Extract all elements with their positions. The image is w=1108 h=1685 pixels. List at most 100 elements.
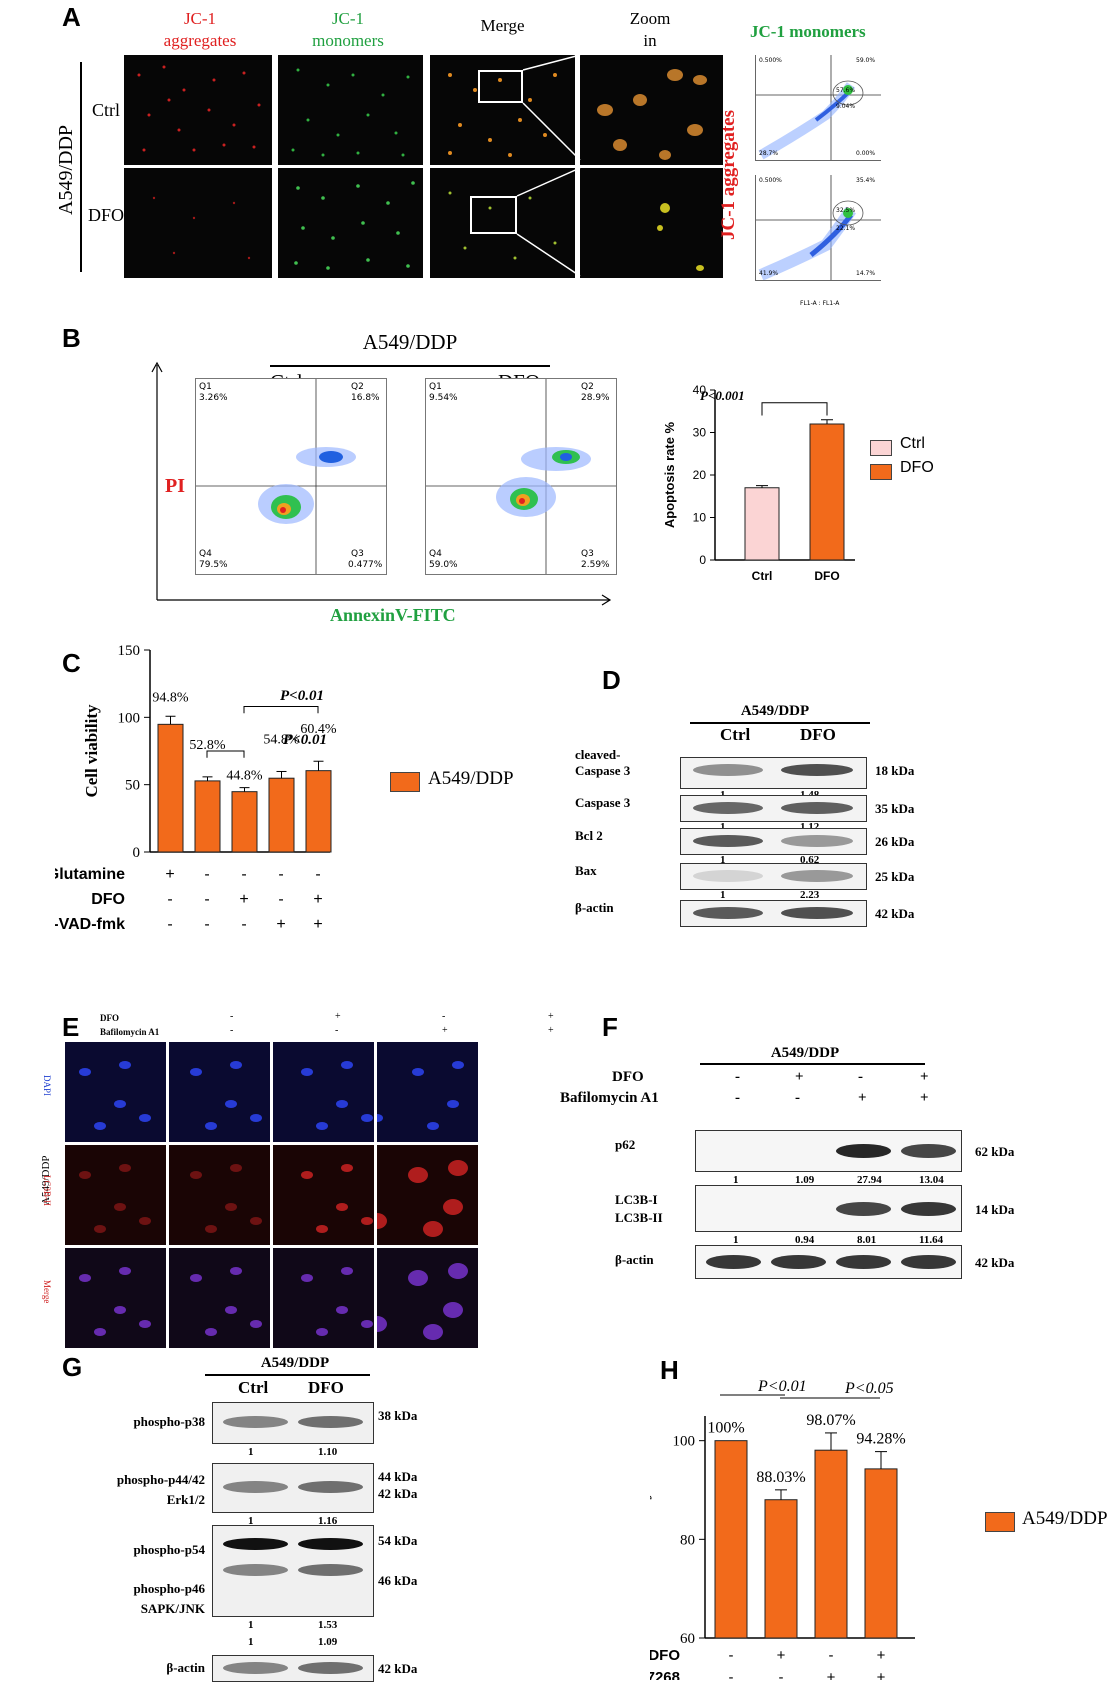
band — [693, 870, 763, 882]
row-group-label: A549/DDP — [55, 124, 77, 215]
f-blot-label: β-actin — [615, 1252, 654, 1267]
d-blot-label: β-actin — [575, 900, 614, 915]
micrograph-ctrl-aggregates — [124, 55, 272, 165]
micrograph-ctrl-merge — [430, 55, 575, 165]
b-dfo-q1-label: Q1 — [429, 382, 442, 392]
f-sign-baf: - — [795, 1090, 800, 1106]
c-sign: - — [241, 916, 246, 933]
e-cells — [301, 1164, 373, 1233]
b-ylabel: Apoptosis rate % — [662, 421, 677, 528]
chart-apoptosis-rate: 0 10 20 30 40 Apoptosis rate % Ctrl DFO — [662, 383, 855, 583]
f-quant-value: 13.04 — [919, 1174, 944, 1186]
b-dfo-q3-label: Q3 — [581, 549, 594, 559]
merge-dots — [448, 73, 557, 157]
c-data-label: 52.8% — [189, 738, 226, 753]
b-legend-ctrl: Ctrl — [900, 435, 925, 452]
band — [781, 870, 853, 882]
band — [781, 802, 853, 814]
c-sign: - — [241, 866, 246, 883]
green-dots — [291, 68, 410, 157]
band — [693, 907, 763, 919]
flow-scatter-a-ctrl — [756, 55, 881, 160]
band — [223, 1661, 288, 1674]
f-kda-label: 42 kDa — [975, 1255, 1015, 1270]
e-micrograph — [65, 1145, 166, 1245]
e-micrograph — [377, 1042, 478, 1142]
band — [298, 1481, 363, 1493]
e-cell — [190, 1171, 202, 1179]
panel-letter-c: C — [62, 648, 81, 678]
c-data-label: 60.4% — [300, 722, 337, 737]
h-data-label: 98.07% — [806, 1412, 855, 1429]
micrograph-dfo-merge — [430, 168, 575, 278]
e-micrograph — [169, 1145, 270, 1245]
band — [298, 1661, 363, 1674]
c-sign: + — [276, 916, 285, 933]
panel-letter-b: B — [62, 323, 81, 353]
c-ylabel: Cell viability — [82, 704, 101, 798]
e-cell — [361, 1114, 373, 1122]
e-cells — [190, 1061, 262, 1130]
row-group-bracket — [80, 62, 82, 272]
c-data-label: 94.8% — [152, 690, 189, 705]
zoom-cells — [597, 69, 707, 160]
b-xtick-label: DFO — [814, 569, 839, 583]
c-sign: - — [204, 916, 209, 933]
flow-a-ctrl-q3: 0.00% — [856, 150, 876, 157]
h-sign: + — [877, 1669, 886, 1680]
e-cell — [341, 1164, 353, 1172]
flow-title-jc1-monomers: JC-1 monomers — [750, 22, 866, 41]
band — [693, 764, 763, 776]
zoom-connector-lines-dfo — [516, 168, 581, 277]
e-cell — [250, 1320, 262, 1328]
e-cells — [301, 1267, 373, 1336]
d-quant-value: 2.23 — [800, 889, 820, 901]
e-sign-dfo: + — [335, 1011, 341, 1022]
h-sign: - — [729, 1647, 734, 1664]
e-cell — [79, 1274, 91, 1282]
flow-a-dfo-green: 22.1% — [836, 225, 856, 232]
chart-cell-viability-c: 0 50 100 150 Cell viability 94.8% 52.8% 44.8% 54… — [55, 643, 337, 933]
e-cell — [448, 1263, 468, 1279]
flow-a-dfo-red: 32.5% — [836, 207, 856, 214]
band — [298, 1416, 363, 1428]
c-bar — [194, 780, 221, 853]
e-micrograph — [65, 1042, 166, 1142]
b-ctrl-q4-value: 79.5% — [199, 560, 228, 570]
e-cell — [230, 1061, 242, 1069]
f-sign-dfo: - — [858, 1069, 863, 1085]
c-row-label: Glutamine — [55, 866, 125, 883]
flow-plot-a-ctrl: 0.500% 59.0% 28.7% 0.00% 57.6% 9.04% — [755, 55, 881, 161]
f-row1-label: DFO — [612, 1069, 644, 1085]
f-row2-label: Bafilomycin A1 — [560, 1090, 659, 1106]
g-blot-box — [212, 1463, 374, 1513]
red-dots — [137, 65, 261, 152]
band — [836, 1201, 891, 1216]
e-cell — [250, 1217, 262, 1225]
e-micrograph — [169, 1248, 270, 1348]
d-blot-label: Caspase 3 — [575, 795, 631, 810]
e-cells — [190, 1164, 262, 1233]
panel-letter-e: E — [62, 1012, 80, 1042]
h-legend-swatch — [985, 1512, 1015, 1532]
flow-plot-a-dfo: 0.500% 35.4% 41.9% 14.7% 32.5% 22.1% — [755, 175, 881, 281]
panel-letter-a: A — [62, 2, 81, 32]
c-sign: + — [313, 916, 322, 933]
f-sign-baf: + — [858, 1090, 867, 1106]
e-cell — [336, 1100, 348, 1108]
e-cell — [377, 1213, 387, 1229]
e-cell — [316, 1225, 328, 1233]
e-sign-baf: - — [335, 1025, 339, 1036]
g-quant-value: 1 — [248, 1515, 254, 1527]
flow-a-dfo-q2: 35.4% — [856, 177, 876, 184]
e-cell — [316, 1328, 328, 1336]
d-blot-box — [680, 795, 867, 822]
e-sign-dfo: - — [230, 1011, 234, 1022]
c-sign: + — [313, 891, 322, 908]
h-data-label: 100% — [707, 1420, 744, 1437]
f-sign-baf: - — [735, 1090, 740, 1106]
e-cell — [139, 1320, 151, 1328]
c-sign: - — [315, 866, 320, 883]
e-sign-baf: + — [442, 1025, 448, 1036]
zoom-box-dfo — [470, 196, 517, 234]
